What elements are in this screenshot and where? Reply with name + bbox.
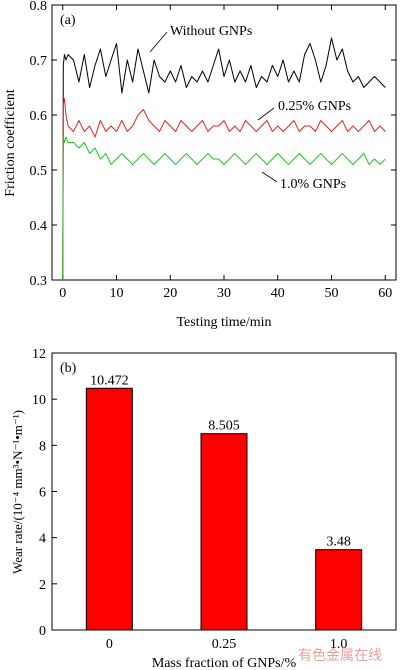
friction-x-tick-label: 30 (217, 286, 231, 301)
wear-axis-ticks: 0 2 4 6 8 10 12 0 0.25 1.0 (32, 347, 347, 652)
friction-y-tick-label: 0.4 (30, 219, 48, 234)
friction-x-axis-label: Testing time/min (176, 315, 271, 330)
friction-y-tick-label: 0.3 (30, 274, 48, 289)
wear-bar-1-0 (315, 549, 363, 631)
friction-x-tick-label: 40 (271, 286, 285, 301)
panel-a-label: (a) (60, 13, 76, 28)
friction-series-without-gnps (62, 37, 386, 281)
wear-rate-chart: 0 2 4 6 8 10 12 0 0.25 1.0 10.472 8.505 3.48 (b) Ma… (10, 347, 397, 670)
friction-y-tick-label: 0.6 (30, 109, 48, 124)
friction-x-tick-label: 0 (59, 286, 66, 301)
wear-x-tick-label: 1.0 (330, 637, 348, 652)
annotation-1-gnps-leader (261, 171, 278, 183)
wear-bar-value-label: 3.48 (326, 535, 351, 550)
friction-series-1-gnps (62, 136, 386, 281)
wear-y-tick-label: 2 (39, 578, 46, 593)
friction-y-tick-label: 0.8 (30, 0, 48, 14)
wear-y-tick-label: 12 (32, 347, 46, 362)
wear-x-tick-label: 0 (106, 637, 113, 652)
annotation-without-gnps-leader (149, 31, 168, 53)
wear-bar-0-25 (200, 433, 248, 631)
friction-y-tick-label: 0.5 (30, 164, 48, 179)
annotation-025-gnps: 0.25% GNPs (278, 99, 351, 114)
wear-y-axis-label: Wear rate/(10⁻⁴ mm³•N⁻¹•m⁻¹) (10, 410, 25, 574)
annotation-025-gnps-leader (257, 107, 275, 121)
friction-y-tick-label: 0.7 (30, 54, 48, 69)
wear-bar-value-label: 8.505 (208, 419, 240, 434)
annotation-1-gnps: 1.0% GNPs (280, 177, 346, 192)
wear-y-tick-label: 4 (39, 532, 46, 547)
annotation-without-gnps: Without GNPs (170, 24, 252, 39)
friction-axis-ticks: 0 10 20 30 40 50 60 0.3 0.4 0.5 0.6 0.7 0.8 (30, 0, 396, 301)
friction-plot-frame (51, 4, 397, 281)
friction-chart: 0 10 20 30 40 50 60 0.3 0.4 0.5 0.6 0.7 0.8 (a) With… (3, 0, 397, 330)
friction-x-tick-label: 60 (378, 286, 392, 301)
watermark: 有色金属在线 (298, 647, 382, 664)
wear-y-tick-label: 0 (39, 624, 46, 639)
panel-b-label: (b) (60, 361, 77, 376)
wear-x-tick-label: 0.25 (212, 637, 237, 652)
wear-x-axis-label: Mass fraction of GNPs/% (152, 656, 297, 670)
friction-x-tick-label: 50 (325, 286, 339, 301)
friction-x-tick-label: 10 (110, 286, 124, 301)
friction-series-group (62, 37, 386, 281)
wear-y-tick-label: 8 (39, 439, 46, 454)
friction-y-axis-label: Friction coefficient (3, 89, 18, 197)
friction-x-tick-label: 20 (163, 286, 177, 301)
wear-bar-0 (85, 387, 133, 631)
wear-y-tick-label: 10 (32, 393, 46, 408)
friction-series-025-gnps (62, 98, 386, 281)
wear-bars-group: 10.472 8.505 3.48 (85, 373, 363, 631)
wear-bar-value-label: 10.472 (90, 373, 129, 388)
wear-y-tick-label: 6 (39, 486, 46, 501)
